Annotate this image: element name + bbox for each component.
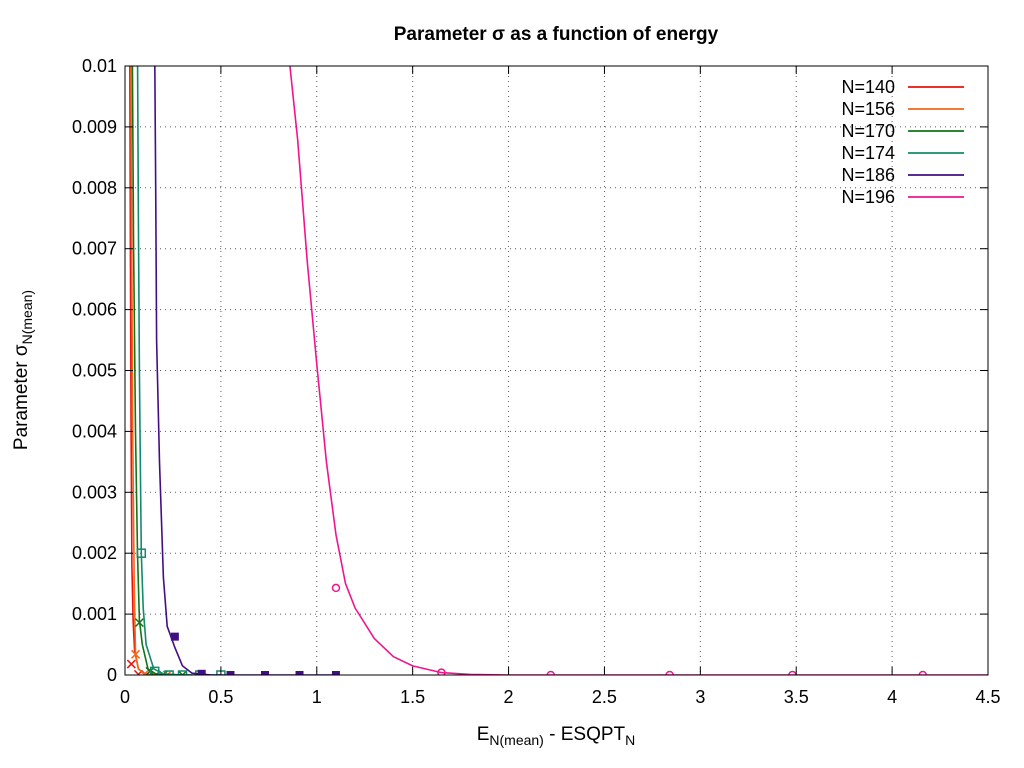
- data-point-marker: [136, 548, 147, 558]
- legend-item: N=196: [841, 187, 964, 207]
- series-n-186: [154, 66, 340, 675]
- ticks: 0 0.5 1 1.5 2 2.5 3 3.5 4 4.5 0 0.001 0.002 0.003 0.00…: [72, 56, 1001, 707]
- y-tick-label: 0.005: [72, 361, 117, 381]
- series-line: [136, 66, 221, 675]
- x-tick-label: 4: [887, 687, 897, 707]
- legend-item: N=174: [841, 143, 964, 163]
- x-tick-label: 4.5: [975, 687, 1000, 707]
- x-tick-label: 1: [312, 687, 322, 707]
- legend-label: N=196: [841, 187, 895, 207]
- x-axis-label: EN(mean) - ESQPTN: [477, 724, 636, 748]
- x-tick-label: 3.5: [784, 687, 809, 707]
- legend-item: N=156: [841, 99, 964, 119]
- x-tick-label: 0: [120, 687, 130, 707]
- chart-title: Parameter σ as a function of energy: [394, 24, 719, 45]
- y-tick-label: 0.002: [72, 543, 117, 563]
- data-point-marker: [226, 671, 235, 675]
- y-tick-label: 0.001: [72, 604, 117, 624]
- data-point-marker: [260, 671, 269, 675]
- data-point-marker: [197, 669, 206, 675]
- legend-item: N=140: [841, 77, 964, 97]
- y-tick-label: 0.006: [72, 300, 117, 320]
- legend-label: N=170: [841, 121, 895, 141]
- data-point-marker: [131, 649, 141, 659]
- series-line: [154, 66, 336, 675]
- x-tick-label: 2.5: [592, 687, 617, 707]
- legend-label: N=156: [841, 99, 895, 119]
- data-point-marker: [665, 670, 674, 675]
- data-point-marker: [178, 670, 188, 675]
- series-n-170: [131, 66, 193, 675]
- y-tick-label: 0.008: [72, 178, 117, 198]
- y-tick-label: 0.01: [82, 56, 117, 76]
- data-point-marker: [149, 666, 160, 675]
- data-point-marker: [788, 670, 797, 675]
- x-axis-label-sub1: N(mean): [489, 732, 543, 748]
- data-point-marker: [331, 583, 341, 593]
- x-axis-label-mid: - ESQPT: [544, 724, 626, 745]
- x-tick-label: 3: [695, 687, 705, 707]
- legend-label: N=186: [841, 165, 895, 185]
- y-axis-label-main: Parameter σ: [11, 344, 32, 450]
- data-point-marker: [164, 670, 174, 675]
- data-point-marker: [437, 668, 446, 675]
- y-axis-label: Parameter σN(mean): [11, 290, 35, 450]
- data-point-marker: [331, 671, 340, 675]
- y-tick-label: 0.004: [72, 421, 117, 441]
- x-tick-label: 2: [504, 687, 514, 707]
- y-axis-label-sub: N(mean): [19, 290, 35, 344]
- data-point-marker: [139, 669, 149, 675]
- data-point-marker: [126, 659, 136, 669]
- y-tick-label: 0.003: [72, 482, 117, 502]
- data-point-marker: [295, 671, 304, 675]
- data-point-marker: [177, 670, 188, 675]
- y-tick-label: 0.009: [72, 117, 117, 137]
- x-tick-label: 0.5: [208, 687, 233, 707]
- x-tick-label: 1.5: [400, 687, 425, 707]
- x-axis-label-sub2: N: [625, 732, 635, 748]
- y-tick-label: 0: [107, 665, 117, 685]
- y-tick-label: 0.007: [72, 239, 117, 259]
- legend-item: N=170: [841, 121, 964, 141]
- legend-label: N=174: [841, 143, 895, 163]
- data-point-marker: [546, 670, 555, 675]
- series-line: [289, 66, 988, 675]
- series-n-174: [136, 66, 226, 675]
- legend-item: N=186: [841, 165, 964, 185]
- series-line: [131, 66, 193, 675]
- x-axis-label-main: E: [477, 724, 490, 745]
- legend-label: N=140: [841, 77, 895, 97]
- data-point-marker: [145, 666, 155, 675]
- data-point-marker: [918, 670, 928, 675]
- data-point-marker: [134, 618, 144, 628]
- data-point-marker: [170, 632, 179, 641]
